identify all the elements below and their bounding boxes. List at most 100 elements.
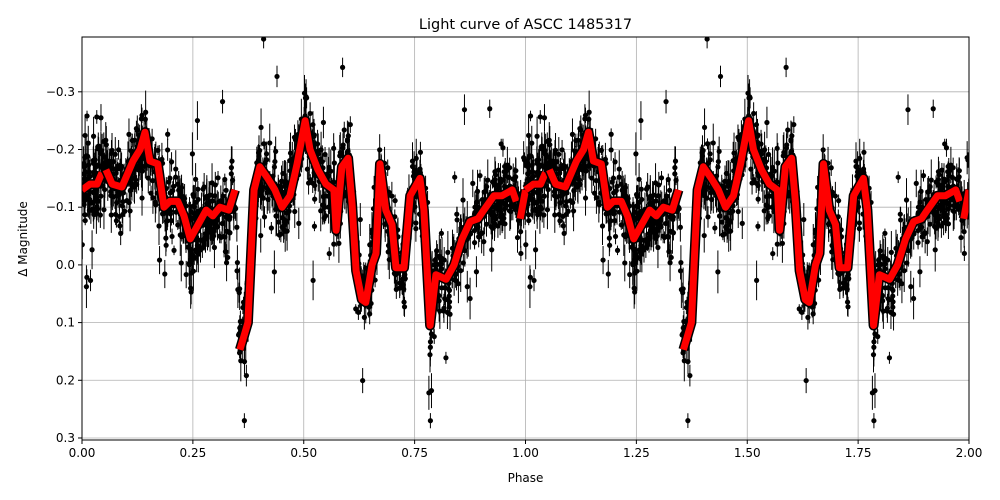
observation-point (882, 230, 888, 236)
observation-point (322, 151, 328, 158)
observation-point (667, 260, 673, 266)
observation-point (591, 190, 598, 196)
observation-point (764, 119, 770, 126)
observation-point (336, 240, 342, 246)
observation-point (753, 277, 760, 284)
observation-point (267, 140, 273, 146)
observation-point (445, 249, 451, 255)
observation-point (598, 147, 605, 154)
observation-point (820, 147, 826, 153)
observation-point (898, 217, 904, 223)
observation-point (928, 177, 934, 183)
observation-point (614, 183, 620, 189)
observation-point (226, 229, 232, 235)
observation-point (318, 208, 324, 214)
observation-point (801, 216, 807, 223)
observation-point (241, 359, 248, 365)
observation-point (193, 176, 199, 182)
observation-point (755, 182, 761, 189)
observation-point (304, 95, 310, 101)
observation-point (276, 232, 283, 238)
observation-point (341, 127, 347, 133)
observation-point (235, 287, 241, 293)
observation-point (187, 247, 194, 254)
observation-point (956, 204, 962, 210)
observation-point (83, 284, 90, 290)
observation-point (389, 193, 395, 199)
observation-point (888, 249, 894, 255)
observation-point (197, 237, 204, 243)
observation-point (539, 143, 545, 149)
observation-point (98, 193, 104, 199)
observation-point (183, 271, 189, 278)
observation-point (840, 285, 846, 291)
observation-point (543, 160, 549, 166)
observation-point (126, 131, 132, 137)
observation-point (96, 143, 102, 149)
observation-point (502, 173, 508, 179)
observation-point (91, 190, 97, 196)
observation-point (687, 372, 693, 379)
observation-point (876, 257, 882, 263)
observation-point (559, 147, 565, 153)
observation-point (871, 418, 877, 424)
observation-point (234, 268, 240, 274)
observation-point (175, 222, 181, 228)
observation-point (545, 186, 551, 193)
observation-point (612, 233, 619, 240)
observation-point (281, 216, 287, 223)
observation-point (118, 230, 124, 237)
observation-point (931, 209, 938, 216)
observation-point (557, 218, 563, 224)
observation-point (223, 260, 230, 266)
observation-point (392, 198, 398, 204)
observation-point (633, 191, 640, 198)
observation-point (377, 147, 383, 153)
observation-point (832, 193, 838, 199)
observation-point (438, 261, 445, 267)
observation-point (529, 140, 535, 146)
observation-point (113, 211, 119, 218)
observation-point (99, 148, 105, 154)
observation-point (454, 217, 460, 223)
observation-point (871, 339, 877, 345)
observation-point (561, 230, 567, 237)
observation-point (495, 167, 501, 173)
observation-point (229, 177, 236, 183)
observation-point (948, 162, 954, 168)
observation-point (492, 204, 498, 210)
observation-point (570, 208, 577, 214)
observation-point (163, 242, 169, 248)
observation-point (908, 284, 914, 290)
observation-point (461, 107, 468, 113)
observation-point (219, 99, 226, 105)
observation-point (779, 240, 785, 246)
observation-point (845, 272, 851, 278)
observation-point (226, 216, 233, 223)
observation-point (918, 188, 924, 194)
observation-point (557, 170, 563, 176)
observation-point (209, 234, 216, 241)
observation-point (586, 109, 592, 115)
observation-point (501, 215, 507, 221)
observation-point (677, 224, 683, 230)
observation-point (788, 137, 794, 143)
observation-point (446, 299, 453, 305)
observation-point (945, 206, 951, 212)
observation-point (622, 260, 628, 266)
observation-point (527, 274, 533, 280)
observation-point (946, 173, 952, 179)
observation-point (636, 176, 642, 182)
observation-point (321, 215, 327, 221)
observation-point (265, 196, 271, 203)
observation-point (655, 244, 661, 251)
observation-point (458, 268, 464, 274)
observation-point (150, 195, 156, 201)
observation-point (92, 157, 98, 163)
observation-point (538, 197, 544, 204)
observation-point (608, 131, 614, 137)
observation-point (964, 155, 969, 161)
observation-point (167, 190, 173, 196)
observation-point (148, 190, 154, 196)
observation-point (464, 284, 470, 290)
